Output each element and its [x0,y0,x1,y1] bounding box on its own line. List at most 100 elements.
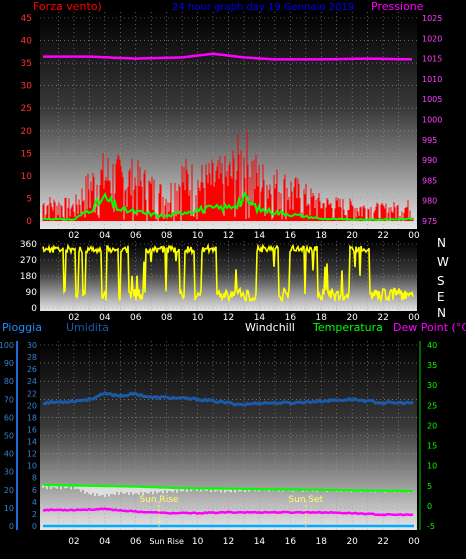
x-tick-label: 12 [223,537,234,547]
pressure-y-tick-label: 990 [422,156,437,165]
rain-y-tick-label: 10 [27,462,37,471]
wind-pressure-lines [42,52,414,222]
dewpoint-line [42,507,414,517]
pressure-y-tick-label: 1020 [422,34,442,43]
compass-letter-w: W [437,255,449,269]
x-tick-label: 20 [346,313,358,323]
x-tick-label: 12 [223,231,234,241]
x-tick-label: 02 [68,231,79,241]
wind-axis-title: Forza vento) [33,0,102,13]
humidity-axis-title: Umidita [66,321,109,334]
temp-humidity-axes: 0102030405060708090100024681012141618202… [0,341,437,547]
pressure-y-tick-label: 975 [422,217,437,226]
wind-pressure-axes: 0510152025303540459759809859909951000100… [21,14,443,241]
x-tick-label: 18 [316,231,328,241]
x-tick-label: 10 [192,231,204,241]
x-tick-label: 08 [161,313,173,323]
temperature-y-tick-label: -5 [427,522,435,531]
direction-y-tick-label: 180 [20,272,37,282]
humidity-y-tick-label: 30 [4,468,14,477]
x-tick-label: 14 [254,537,266,547]
rain-y-tick-label: 4 [32,498,37,507]
humidity-line [42,390,414,407]
wind-direction-grid [40,241,417,311]
rain-y-tick-label: 18 [27,413,37,422]
direction-y-tick-label: 270 [20,256,37,266]
temperature-line [43,483,413,493]
x-tick-label: 06 [130,537,142,547]
humidity-y-tick-label: 60 [4,413,14,422]
x-tick-label: 16 [285,313,297,323]
rain-y-tick-label: 8 [32,474,37,483]
wind-y-tick-label: 35 [21,59,32,69]
x-tick-label: 14 [254,231,266,241]
wind-y-tick-label: 40 [21,37,33,47]
x-tick-label: 22 [377,313,388,323]
x-tick-label: 10 [192,537,204,547]
x-tick-label: 20 [346,231,358,241]
wind-y-tick-label: 25 [21,104,32,114]
wind-y-tick-label: 30 [21,82,33,92]
sun-marker-label: Sun Rise [139,495,178,505]
wind-y-tick-label: 0 [26,217,32,227]
x-tick-label: Sun Rise [149,537,184,546]
x-tick-label: 00 [408,231,420,241]
temperature-y-tick-label: 0 [427,502,432,511]
rain-y-tick-label: 28 [27,353,37,362]
x-tick-label: 20 [346,537,358,547]
compass-letter-e: E [437,290,445,304]
avg-wind-line [42,191,414,222]
humidity-y-tick-label: 70 [4,395,14,404]
pressure-y-tick-label: 1005 [422,95,442,104]
humidity-y-tick-label: 90 [4,359,14,368]
compass-letter-n-bottom: N [437,306,446,320]
wind-y-tick-label: 5 [26,194,32,204]
rain-y-tick-label: 30 [27,341,37,350]
wind-direction-line [42,242,414,304]
compass-letter-s: S [437,274,445,288]
x-tick-label: 00 [408,313,420,323]
rain-y-tick-label: 14 [27,438,37,447]
temperature-y-tick-label: 20 [427,421,437,430]
x-tick-label: 18 [316,313,328,323]
x-tick-label: 04 [99,231,111,241]
pressure-y-tick-label: 985 [422,176,437,185]
x-tick-label: 10 [192,313,204,323]
wind-y-tick-label: 20 [21,127,33,137]
rain-y-tick-label: 6 [32,486,37,495]
wind-y-tick-label: 10 [21,172,33,182]
rain-y-tick-label: 16 [27,425,37,434]
x-tick-label: 02 [68,313,79,323]
x-tick-label: 14 [254,313,266,323]
wind-direction-series [42,242,414,304]
humidity-y-tick-label: 40 [4,450,14,459]
pressure-y-tick-label: 1010 [422,75,442,84]
temperature-y-tick-label: 40 [427,341,437,350]
rain-y-tick-label: 24 [27,377,37,386]
dewpoint-legend: Dew Point (°C) [393,321,466,334]
x-tick-label: 00 [408,537,420,547]
rain-axis-title: Pioggia [2,321,42,334]
wind-direction-axes: 0 90 180 270 360 02 04 06 08 10 12 14 16 18 20 22 00 [20,240,420,323]
humidity-y-tick-label: 10 [4,504,14,513]
humidity-y-tick-label: 80 [4,377,14,386]
page-title: 24 hour graph day 19 Gennaio 2019 [172,2,354,13]
rain-y-tick-label: 2 [32,510,37,519]
temperature-y-tick-label: 5 [427,482,432,491]
x-tick-label: 22 [377,231,388,241]
pressure-y-tick-label: 995 [422,136,437,145]
x-tick-label: 04 [99,537,111,547]
temperature-y-tick-label: 25 [427,401,437,410]
wind-y-tick-label: 45 [21,14,32,24]
temperature-y-tick-label: 30 [427,381,437,390]
sun-marker-label: Sun Set [288,495,323,505]
rain-y-tick-label: 0 [32,522,37,531]
temperature-legend: Temperatura [312,321,383,334]
temperature-y-tick-label: 10 [427,462,437,471]
pressure-y-tick-label: 1000 [422,116,442,125]
temp-humidity-series: Sun Rise Sun Set [42,390,414,530]
rain-y-tick-label: 22 [27,389,37,398]
humidity-y-tick-label: 0 [9,522,14,531]
direction-y-tick-label: 90 [26,288,38,298]
